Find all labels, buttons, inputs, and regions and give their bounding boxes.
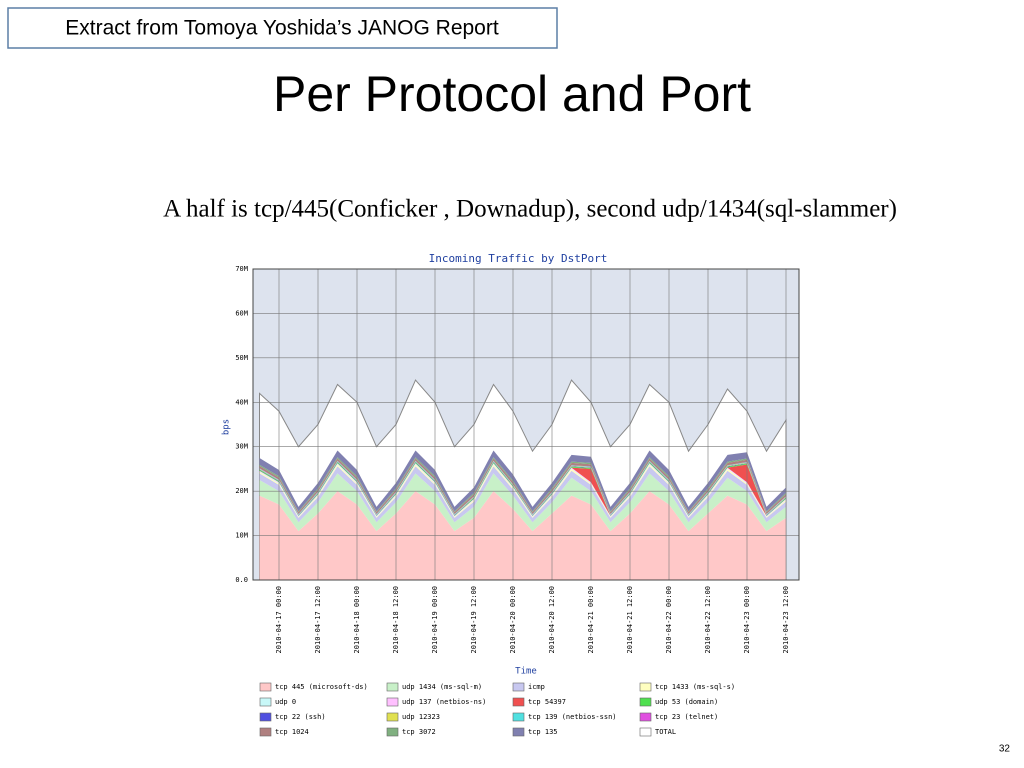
- legend-swatch: [512, 727, 525, 737]
- chart-title: Incoming Traffic by DstPort: [429, 252, 608, 265]
- legend-label: udp 12323: [402, 713, 440, 721]
- legend-label: tcp 139 (netbios-ssn): [528, 713, 617, 721]
- y-tick-label: 20M: [235, 487, 248, 495]
- legend-label: tcp 1433 (ms-sql-s): [655, 683, 735, 691]
- legend-label: udp 0: [275, 698, 296, 706]
- legend-swatch: [639, 727, 652, 737]
- legend-swatch: [259, 682, 272, 692]
- x-tick-label: 2010-04-18 12:00: [392, 586, 400, 653]
- legend-label: TOTAL: [655, 728, 676, 736]
- x-tick-label: 2010-04-19 12:00: [470, 586, 478, 653]
- y-tick-label: 70M: [235, 265, 248, 273]
- legend-swatch: [512, 682, 525, 692]
- legend-swatch: [639, 712, 652, 722]
- x-tick-label: 2010-04-22 12:00: [704, 586, 712, 653]
- x-tick-label: 2010-04-17 00:00: [275, 586, 283, 653]
- legend-swatch: [639, 682, 652, 692]
- legend-swatch: [512, 712, 525, 722]
- legend-swatch: [259, 727, 272, 737]
- page-number: 32: [999, 744, 1011, 755]
- legend-swatch: [259, 697, 272, 707]
- legend-label: udp 137 (netbios-ns): [402, 698, 486, 706]
- stacked-area: [259, 450, 786, 512]
- caption: A half is tcp/445(Conficker , Downadup),…: [163, 196, 897, 223]
- legend-swatch: [386, 727, 399, 737]
- legend-label: icmp: [528, 683, 545, 691]
- legend-label: udp 1434 (ms-sql-m): [402, 683, 482, 691]
- legend-label: tcp 23 (telnet): [655, 713, 718, 721]
- plot-border: [252, 268, 800, 581]
- x-tick-label: 2010-04-20 00:00: [509, 586, 517, 653]
- legend-swatch: [259, 712, 272, 722]
- y-tick-label: 30M: [235, 443, 248, 451]
- x-tick-label: 2010-04-19 00:00: [431, 586, 439, 653]
- slide-title: Per Protocol and Port: [273, 66, 751, 122]
- x-tick-label: 2010-04-23 12:00: [782, 586, 790, 653]
- y-tick-label: 0.0: [235, 576, 248, 584]
- x-tick-label: 2010-04-20 12:00: [548, 586, 556, 653]
- x-axis-label: Time: [515, 667, 537, 677]
- x-tick-label: 2010-04-21 12:00: [626, 586, 634, 653]
- legend-swatch: [639, 697, 652, 707]
- legend-swatch: [512, 697, 525, 707]
- legend-label: tcp 1024: [275, 728, 309, 736]
- legend-label: udp 53 (domain): [655, 698, 718, 706]
- legend-label: tcp 135: [528, 728, 558, 736]
- stacked-area: [259, 473, 786, 532]
- legend-swatch: [386, 697, 399, 707]
- y-axis-label: bps: [222, 419, 232, 435]
- source-box: [7, 7, 558, 49]
- y-tick-label: 10M: [235, 532, 248, 540]
- source-note: Extract from Tomoya Yoshida’s JANOG Repo…: [65, 17, 499, 40]
- x-tick-label: 2010-04-18 00:00: [353, 586, 361, 653]
- x-tick-label: 2010-04-21 00:00: [587, 586, 595, 653]
- y-tick-label: 50M: [235, 354, 248, 362]
- x-tick-label: 2010-04-17 12:00: [314, 586, 322, 653]
- stacked-area: [259, 458, 786, 514]
- legend-label: tcp 3072: [402, 728, 436, 736]
- legend-swatch: [386, 682, 399, 692]
- x-tick-label: 2010-04-22 00:00: [665, 586, 673, 653]
- legend-swatch: [386, 712, 399, 722]
- legend-label: tcp 54397: [528, 698, 566, 706]
- y-tick-label: 40M: [235, 398, 248, 406]
- y-tick-label: 60M: [235, 309, 248, 317]
- x-tick-label: 2010-04-23 00:00: [743, 586, 751, 653]
- legend-label: tcp 22 (ssh): [275, 713, 326, 721]
- stacked-area: [259, 463, 786, 516]
- legend-label: tcp 445 (microsoft-ds): [275, 683, 368, 691]
